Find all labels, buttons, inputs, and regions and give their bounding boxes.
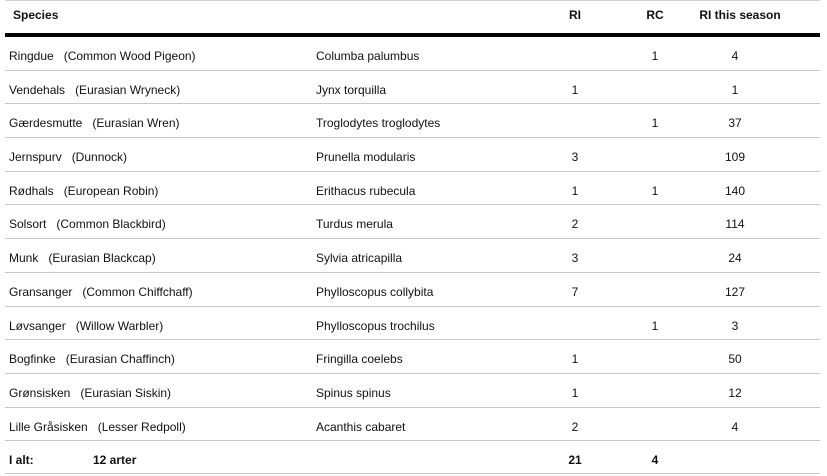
species-local-name: Munk: [9, 251, 39, 266]
total-row: I alt: 12 arter 21 4: [5, 441, 820, 475]
total-rc: 4: [651, 453, 659, 468]
species-local-name: Grønsisken: [9, 385, 71, 400]
total-species-count: 12 arter: [93, 453, 137, 468]
ri-season-value: 140: [724, 183, 746, 198]
species-english-name: (Common Wood Pigeon): [63, 49, 196, 63]
species-name: Rødhals (European Robin): [9, 184, 158, 198]
species-latin-name: Columba palumbus: [316, 49, 420, 63]
species-english-name: (Willow Warbler): [75, 318, 164, 333]
ri-season-value: 4: [731, 49, 739, 63]
header-species: Species: [13, 8, 59, 22]
species-name: Solsort (Common Blackbird): [9, 217, 166, 231]
species-name: Grønsisken (Eurasian Siskin): [9, 386, 171, 400]
species-latin-name: Phylloscopus collybita: [316, 284, 434, 299]
species-table: Species RI RC RI this season Ringdue (Com…: [5, 0, 820, 475]
total-label: I alt:: [9, 453, 34, 468]
species-local-name: Bogfinke: [9, 352, 56, 367]
species-english-name: (Common Chiffchaff): [82, 284, 193, 299]
species-name: Vendehals (Eurasian Wryneck): [9, 83, 180, 97]
ri-value: 1: [571, 385, 579, 400]
species-latin-name: Jynx torquilla: [316, 82, 387, 97]
species-latin-name: Acanthis cabaret: [316, 419, 406, 434]
species-local-name: Solsort: [9, 217, 47, 232]
rc-value: 1: [651, 183, 659, 198]
species-english-name: (Eurasian Blackcap): [48, 251, 156, 266]
species-english-name: (Eurasian Chaffinch): [65, 352, 175, 367]
species-local-name: Rødhals: [9, 183, 54, 198]
ri-season-value: 1: [731, 82, 739, 97]
table-row: Munk (Eurasian Blackcap) Sylvia atricapill…: [5, 239, 820, 273]
species-name: Jernspurv (Dunnock): [9, 150, 127, 164]
species-latin-name: Spinus spinus: [316, 385, 391, 400]
ri-value: 3: [571, 150, 579, 165]
species-local-name: Løvsanger: [9, 318, 66, 333]
table-row: Ringdue (Common Wood Pigeon) Columba palum…: [5, 37, 820, 71]
table-row: Bogfinke (Eurasian Chaffinch) Fringilla co…: [5, 340, 820, 374]
species-english-name: (Eurasian Wren): [92, 116, 180, 131]
species-english-name: (European Robin): [63, 183, 159, 198]
top-rule: [5, 0, 820, 1]
ri-value: 2: [571, 217, 579, 232]
total-ri: 21: [568, 453, 582, 468]
species-name: Bogfinke (Eurasian Chaffinch): [9, 352, 175, 366]
species-name: Lille Gråsisken (Lesser Redpoll): [9, 420, 186, 434]
species-name: Munk (Eurasian Blackcap): [9, 251, 156, 265]
ri-value: 1: [571, 352, 579, 367]
species-english-name: (Common Blackbird): [56, 217, 166, 232]
species-local-name: Jernspurv: [9, 150, 62, 165]
ri-season-value: 37: [728, 116, 742, 131]
species-latin-name: Fringilla coelebs: [316, 352, 403, 367]
ri-value: 1: [571, 183, 579, 198]
table-row: Jernspurv (Dunnock) Prunella modularis 3 109: [5, 138, 820, 172]
table-header: Species RI RC RI this season: [5, 0, 820, 37]
species-latin-name: Prunella modularis: [316, 150, 416, 165]
header-ri: RI: [569, 8, 581, 22]
species-english-name: (Lesser Redpoll): [97, 419, 186, 434]
ri-season-value: 4: [731, 419, 739, 434]
species-local-name: Vendehals: [9, 82, 66, 97]
ri-season-value: 109: [724, 150, 746, 165]
ri-season-value: 114: [725, 217, 745, 232]
table-row: Gærdesmutte (Eurasian Wren) Troglodytes tr…: [5, 104, 820, 139]
rc-value: 1: [651, 318, 659, 333]
species-local-name: Ringdue: [9, 49, 54, 63]
ri-season-value: 24: [728, 251, 742, 266]
ri-value: 3: [571, 251, 579, 266]
ri-season-value: 12: [728, 385, 742, 400]
species-name: Løvsanger (Willow Warbler): [9, 319, 163, 333]
header-ri-season: RI this season: [699, 8, 781, 22]
species-latin-name: Phylloscopus trochilus: [316, 318, 435, 333]
species-latin-name: Sylvia atricapilla: [316, 251, 403, 266]
species-english-name: (Eurasian Wryneck): [75, 82, 181, 97]
table-row: Vendehals (Eurasian Wryneck) Jynx torquill…: [5, 71, 820, 105]
species-name: Gransanger (Common Chiffchaff): [9, 285, 193, 299]
species-local-name: Lille Gråsisken: [9, 419, 88, 434]
species-name: Ringdue (Common Wood Pigeon): [9, 49, 196, 63]
rc-value: 1: [651, 49, 659, 63]
ri-value: 2: [571, 419, 579, 434]
table-row: Grønsisken (Eurasian Siskin) Spinus spinus…: [5, 374, 820, 408]
table-row: Solsort (Common Blackbird) Turdus merula 2 1…: [5, 205, 820, 240]
table-row: Lille Gråsisken (Lesser Redpoll) Acanthis …: [5, 408, 820, 442]
ri-season-value: 3: [731, 318, 739, 333]
species-english-name: (Eurasian Siskin): [80, 385, 172, 400]
species-local-name: Gransanger: [9, 284, 73, 299]
species-latin-name: Erithacus rubecula: [316, 183, 416, 198]
species-local-name: Gærdesmutte: [9, 116, 83, 131]
ri-value: 1: [571, 82, 579, 97]
ri-season-value: 127: [724, 284, 746, 299]
table-row: Rødhals (European Robin) Erithacus rubecul…: [5, 172, 820, 206]
species-name: Gærdesmutte (Eurasian Wren): [9, 116, 180, 130]
table-body: Ringdue (Common Wood Pigeon) Columba palum…: [5, 37, 820, 442]
header-rc: RC: [646, 8, 664, 22]
species-latin-name: Turdus merula: [316, 217, 393, 232]
ri-season-value: 50: [728, 352, 742, 367]
species-latin-name: Troglodytes troglodytes: [316, 116, 441, 131]
table-row: Gransanger (Common Chiffchaff) Phylloscopu…: [5, 273, 820, 307]
rc-value: 1: [651, 116, 659, 131]
table-row: Løvsanger (Willow Warbler) Phylloscopus tr…: [5, 307, 820, 341]
species-english-name: (Dunnock): [71, 150, 128, 165]
ri-value: 7: [571, 284, 579, 299]
